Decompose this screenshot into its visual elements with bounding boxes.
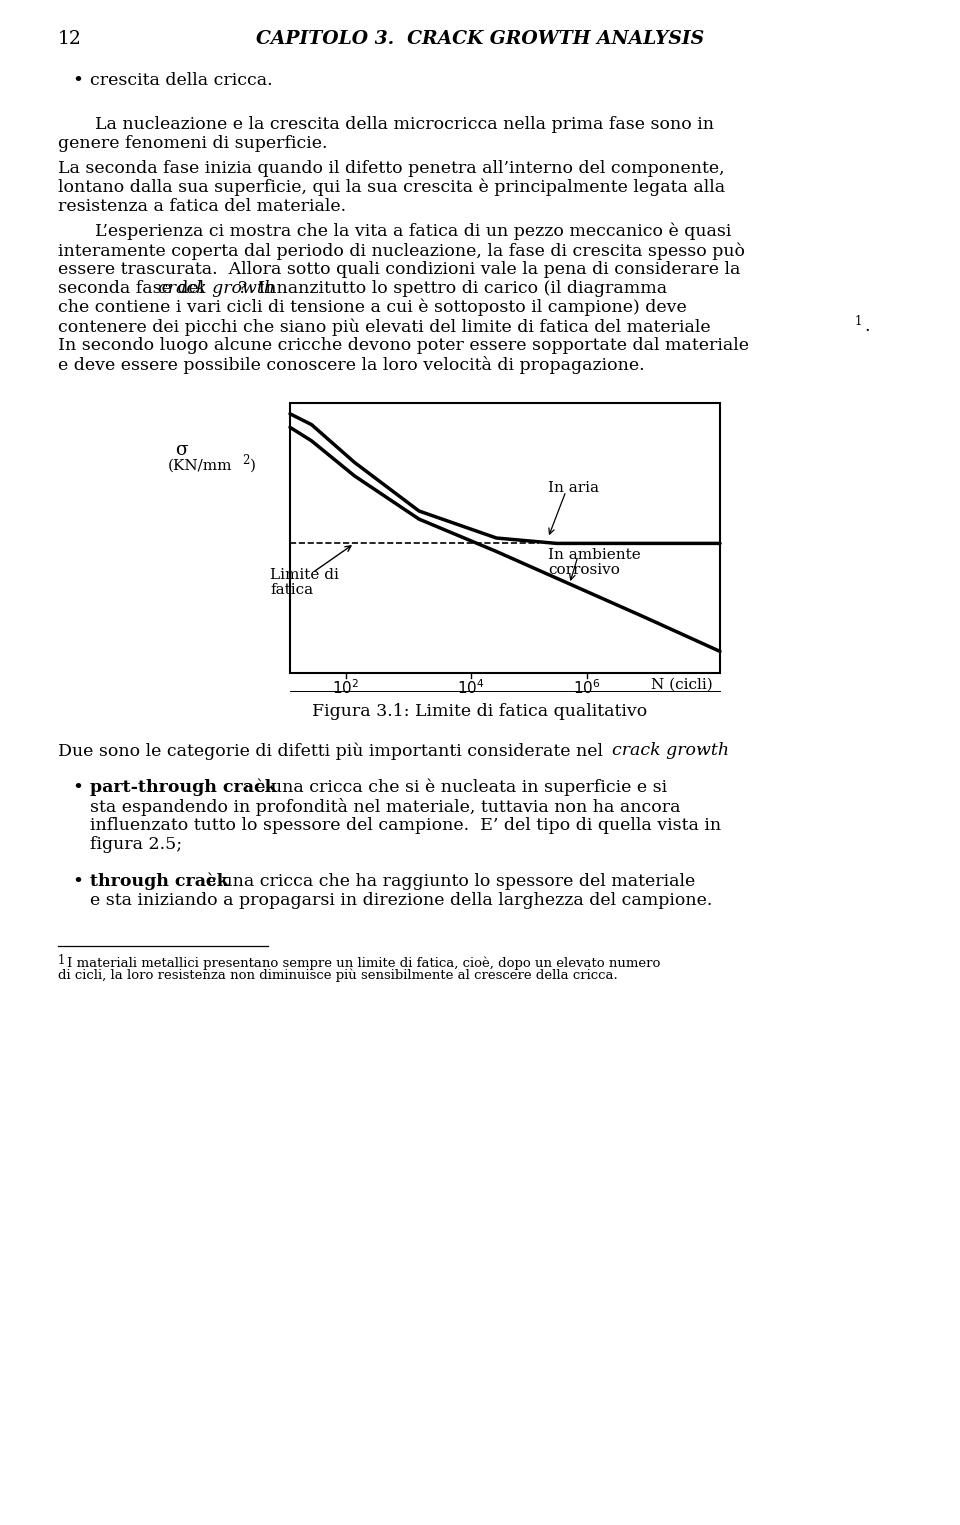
- Text: seconda fase del: seconda fase del: [58, 281, 209, 297]
- Text: La nucleazione e la crescita della microcricca nella prima fase sono in: La nucleazione e la crescita della micro…: [95, 116, 714, 133]
- Text: sta espandendo in profondità nel materiale, tuttavia non ha ancora: sta espandendo in profondità nel materia…: [90, 798, 681, 816]
- Text: contenere dei picchi che siano più elevati del limite di fatica del materiale: contenere dei picchi che siano più eleva…: [58, 319, 710, 336]
- Text: 12: 12: [58, 30, 82, 47]
- Text: essere trascurata.  Allora sotto quali condizioni vale la pena di considerare la: essere trascurata. Allora sotto quali co…: [58, 261, 740, 278]
- Text: ): ): [250, 459, 256, 473]
- Text: $10^6$: $10^6$: [573, 679, 601, 697]
- Text: 1: 1: [855, 316, 862, 328]
- Text: La seconda fase inizia quando il difetto penetra all’interno del componente,: La seconda fase inizia quando il difetto…: [58, 160, 725, 177]
- Text: e sta iniziando a propagarsi in direzione della larghezza del campione.: e sta iniziando a propagarsi in direzion…: [90, 892, 712, 909]
- Text: I materiali metallici presentano sempre un limite di fatica, cioè, dopo un eleva: I materiali metallici presentano sempre …: [67, 956, 660, 970]
- Text: In ambiente: In ambiente: [548, 547, 640, 563]
- Text: figura 2.5;: figura 2.5;: [90, 836, 182, 852]
- Text: :: :: [696, 743, 702, 759]
- Text: genere fenomeni di superficie.: genere fenomeni di superficie.: [58, 136, 327, 152]
- Text: .: .: [864, 319, 870, 336]
- Text: 2: 2: [242, 454, 250, 467]
- Text: (KN/mm: (KN/mm: [168, 459, 232, 473]
- Text: In aria: In aria: [548, 480, 599, 496]
- Text: through crack: through crack: [90, 872, 228, 891]
- Text: : è una cricca che si è nucleata in superficie e si: : è una cricca che si è nucleata in supe…: [244, 779, 667, 796]
- Text: :è una cricca che ha raggiunto lo spessore del materiale: :è una cricca che ha raggiunto lo spesso…: [200, 872, 695, 891]
- Text: crescita della cricca.: crescita della cricca.: [90, 72, 273, 88]
- Text: •: •: [72, 872, 84, 891]
- Text: σ: σ: [175, 441, 188, 459]
- Text: crack growth: crack growth: [158, 281, 276, 297]
- Text: crack growth: crack growth: [612, 743, 730, 759]
- Text: Limite di: Limite di: [270, 567, 339, 583]
- Text: •: •: [72, 779, 84, 798]
- Text: N (cicli): N (cicli): [651, 679, 713, 692]
- Text: fatica: fatica: [270, 583, 313, 596]
- Text: ?  Innanzitutto lo spettro di carico (il diagramma: ? Innanzitutto lo spettro di carico (il …: [238, 281, 667, 297]
- Text: influenzato tutto lo spessore del campione.  E’ del tipo di quella vista in: influenzato tutto lo spessore del campio…: [90, 817, 721, 834]
- Text: $10^2$: $10^2$: [332, 679, 359, 697]
- Text: resistenza a fatica del materiale.: resistenza a fatica del materiale.: [58, 198, 347, 215]
- Text: 1: 1: [58, 955, 65, 967]
- Text: interamente coperta dal periodo di nucleazione, la fase di crescita spesso può: interamente coperta dal periodo di nucle…: [58, 242, 745, 259]
- Text: Due sono le categorie di difetti più importanti considerate nel: Due sono le categorie di difetti più imp…: [58, 743, 609, 759]
- Text: Figura 3.1: Limite di fatica qualitativo: Figura 3.1: Limite di fatica qualitativo: [312, 703, 648, 720]
- Text: In secondo luogo alcune cricche devono poter essere sopportate dal materiale: In secondo luogo alcune cricche devono p…: [58, 337, 749, 354]
- Text: di cicli, la loro resistenza non diminuisce più sensibilmente al crescere della : di cicli, la loro resistenza non diminui…: [58, 968, 617, 982]
- Text: •: •: [72, 72, 84, 90]
- Bar: [290, 403, 720, 673]
- Text: $10^4$: $10^4$: [457, 679, 485, 697]
- Text: L’esperienza ci mostra che la vita a fatica di un pezzo meccanico è quasi: L’esperienza ci mostra che la vita a fat…: [95, 223, 732, 241]
- Text: part-through crack: part-through crack: [90, 779, 276, 796]
- Text: corrosivo: corrosivo: [548, 563, 620, 576]
- Text: CAPITOLO 3.  CRACK GROWTH ANALYSIS: CAPITOLO 3. CRACK GROWTH ANALYSIS: [256, 30, 704, 47]
- Text: e deve essere possibile conoscere la loro velocità di propagazione.: e deve essere possibile conoscere la lor…: [58, 355, 644, 374]
- Text: che contiene i vari cicli di tensione a cui è sottoposto il campione) deve: che contiene i vari cicli di tensione a …: [58, 299, 686, 317]
- Text: lontano dalla sua superficie, qui la sua crescita è principalmente legata alla: lontano dalla sua superficie, qui la sua…: [58, 178, 725, 197]
